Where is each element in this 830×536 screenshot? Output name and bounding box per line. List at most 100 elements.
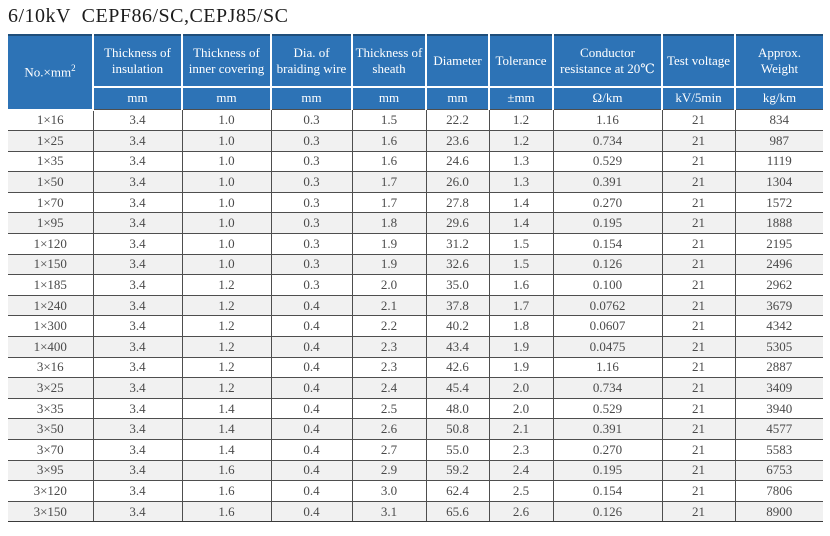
- header-unit-row: mm mm mm mm mm ±mm Ω/km kV/5min kg/km: [8, 86, 823, 110]
- value-cell: 0.3: [270, 150, 353, 173]
- value-cell: 1.4: [181, 397, 272, 420]
- table-body: 1×16 3.4 1.0 0.3 1.5 22.2 1.2 1.16 21 834 1×25 3.4 1…: [8, 108, 823, 523]
- value-cell: 23.6: [425, 130, 490, 152]
- value-cell: 0.4: [270, 500, 353, 523]
- value-cell: 6753: [734, 459, 823, 482]
- row-size-cell: 1×95: [8, 212, 94, 235]
- value-cell: 0.4: [270, 439, 353, 461]
- column-header-6: Tolerance: [488, 35, 554, 88]
- value-cell: 3.4: [92, 500, 183, 523]
- value-cell: 0.391: [552, 418, 663, 440]
- column-header-5: Diameter: [425, 35, 490, 88]
- table-row: 1×150 3.4 1.0 0.3 1.9 32.6 1.5 0.126 21 2496: [8, 253, 823, 276]
- value-cell: 1.6: [351, 130, 427, 152]
- value-cell: 0.154: [552, 233, 663, 255]
- table-row: 1×16 3.4 1.0 0.3 1.5 22.2 1.2 1.16 21 834: [8, 108, 823, 132]
- row-size-cell: 1×400: [8, 336, 94, 358]
- value-cell: 1.2: [181, 294, 272, 317]
- value-cell: 2.7: [351, 439, 427, 461]
- table-row: 3×25 3.4 1.2 0.4 2.4 45.4 2.0 0.734 21 3409: [8, 377, 823, 399]
- cable-spec-table: No.×mm2 Thickness of insulation Thickness …: [8, 34, 823, 523]
- value-cell: 21: [661, 108, 736, 132]
- value-cell: 1.0: [181, 150, 272, 173]
- value-cell: 2195: [734, 233, 823, 255]
- value-cell: 2496: [734, 253, 823, 276]
- column-unit-4: mm: [351, 86, 427, 110]
- value-cell: 3.0: [351, 480, 427, 502]
- value-cell: 1.6: [351, 150, 427, 173]
- row-size-cell: 1×120: [8, 233, 94, 255]
- value-cell: 1.0: [181, 212, 272, 235]
- value-cell: 21: [661, 356, 736, 379]
- value-cell: 0.4: [270, 480, 353, 502]
- value-cell: 0.4: [270, 418, 353, 440]
- value-cell: 21: [661, 150, 736, 173]
- value-cell: 3.4: [92, 377, 183, 399]
- row-size-cell: 3×95: [8, 459, 94, 482]
- table-row: 3×35 3.4 1.4 0.4 2.5 48.0 2.0 0.529 21 3940: [8, 397, 823, 420]
- value-cell: 42.6: [425, 356, 490, 379]
- value-cell: 2.5: [488, 480, 554, 502]
- value-cell: 1.4: [488, 212, 554, 235]
- value-cell: 21: [661, 336, 736, 358]
- value-cell: 43.4: [425, 336, 490, 358]
- value-cell: 0.4: [270, 336, 353, 358]
- value-cell: 2.3: [351, 356, 427, 379]
- value-cell: 21: [661, 212, 736, 235]
- row-size-cell: 1×70: [8, 191, 94, 214]
- column-unit-3: mm: [270, 86, 353, 110]
- value-cell: 1.16: [552, 356, 663, 379]
- value-cell: 1.0: [181, 108, 272, 132]
- value-cell: 3.4: [92, 253, 183, 276]
- value-cell: 31.2: [425, 233, 490, 255]
- column-header-0: No.×mm2: [8, 35, 94, 111]
- row-size-cell: 1×240: [8, 294, 94, 317]
- row-size-cell: 3×70: [8, 439, 94, 461]
- value-cell: 2962: [734, 274, 823, 296]
- value-cell: 7806: [734, 480, 823, 502]
- table-row: 1×25 3.4 1.0 0.3 1.6 23.6 1.2 0.734 21 987: [8, 130, 823, 152]
- value-cell: 2.1: [488, 418, 554, 440]
- value-cell: 26.0: [425, 171, 490, 193]
- value-cell: 0.734: [552, 377, 663, 399]
- page-title: 6/10kV CEPF86/SC,CEPJ85/SC: [8, 5, 289, 27]
- value-cell: 0.154: [552, 480, 663, 502]
- column-unit-1: mm: [93, 86, 183, 110]
- value-cell: 21: [661, 439, 736, 461]
- value-cell: 0.3: [270, 130, 353, 152]
- value-cell: 21: [661, 397, 736, 420]
- row-size-cell: 3×150: [8, 500, 94, 523]
- value-cell: 1.5: [488, 253, 554, 276]
- value-cell: 1.0: [181, 253, 272, 276]
- value-cell: 1888: [734, 212, 823, 235]
- value-cell: 3409: [734, 377, 823, 399]
- catalog-page: 6/10kV CEPF86/SC,CEPJ85/SC No.×mm2 Thickn…: [8, 5, 823, 523]
- value-cell: 0.0475: [552, 336, 663, 358]
- table-row: 1×120 3.4 1.0 0.3 1.9 31.2 1.5 0.154 21 2195: [8, 233, 823, 255]
- value-cell: 21: [661, 315, 736, 338]
- row-size-cell: 3×25: [8, 377, 94, 399]
- value-cell: 3.4: [92, 418, 183, 440]
- value-cell: 1.3: [488, 150, 554, 173]
- table-row: 1×240 3.4 1.2 0.4 2.1 37.8 1.7 0.0762 21 3679: [8, 294, 823, 317]
- column-header-9: Approx. Weight: [734, 35, 823, 88]
- value-cell: 1.2: [181, 377, 272, 399]
- table-row: 3×70 3.4 1.4 0.4 2.7 55.0 2.3 0.270 21 5583: [8, 439, 823, 461]
- value-cell: 1.7: [351, 171, 427, 193]
- value-cell: 0.3: [270, 274, 353, 296]
- column-unit-6: ±mm: [488, 86, 554, 110]
- value-cell: 0.529: [552, 397, 663, 420]
- value-cell: 21: [661, 233, 736, 255]
- row-size-cell: 1×50: [8, 171, 94, 193]
- value-cell: 1.3: [488, 171, 554, 193]
- value-cell: 21: [661, 480, 736, 502]
- table-row: 1×300 3.4 1.2 0.4 2.2 40.2 1.8 0.0607 21 4342: [8, 315, 823, 338]
- value-cell: 0.529: [552, 150, 663, 173]
- value-cell: 0.3: [270, 233, 353, 255]
- value-cell: 1.2: [181, 356, 272, 379]
- value-cell: 0.3: [270, 253, 353, 276]
- value-cell: 2.3: [488, 439, 554, 461]
- value-cell: 21: [661, 253, 736, 276]
- value-cell: 65.6: [425, 500, 490, 523]
- value-cell: 2.0: [488, 377, 554, 399]
